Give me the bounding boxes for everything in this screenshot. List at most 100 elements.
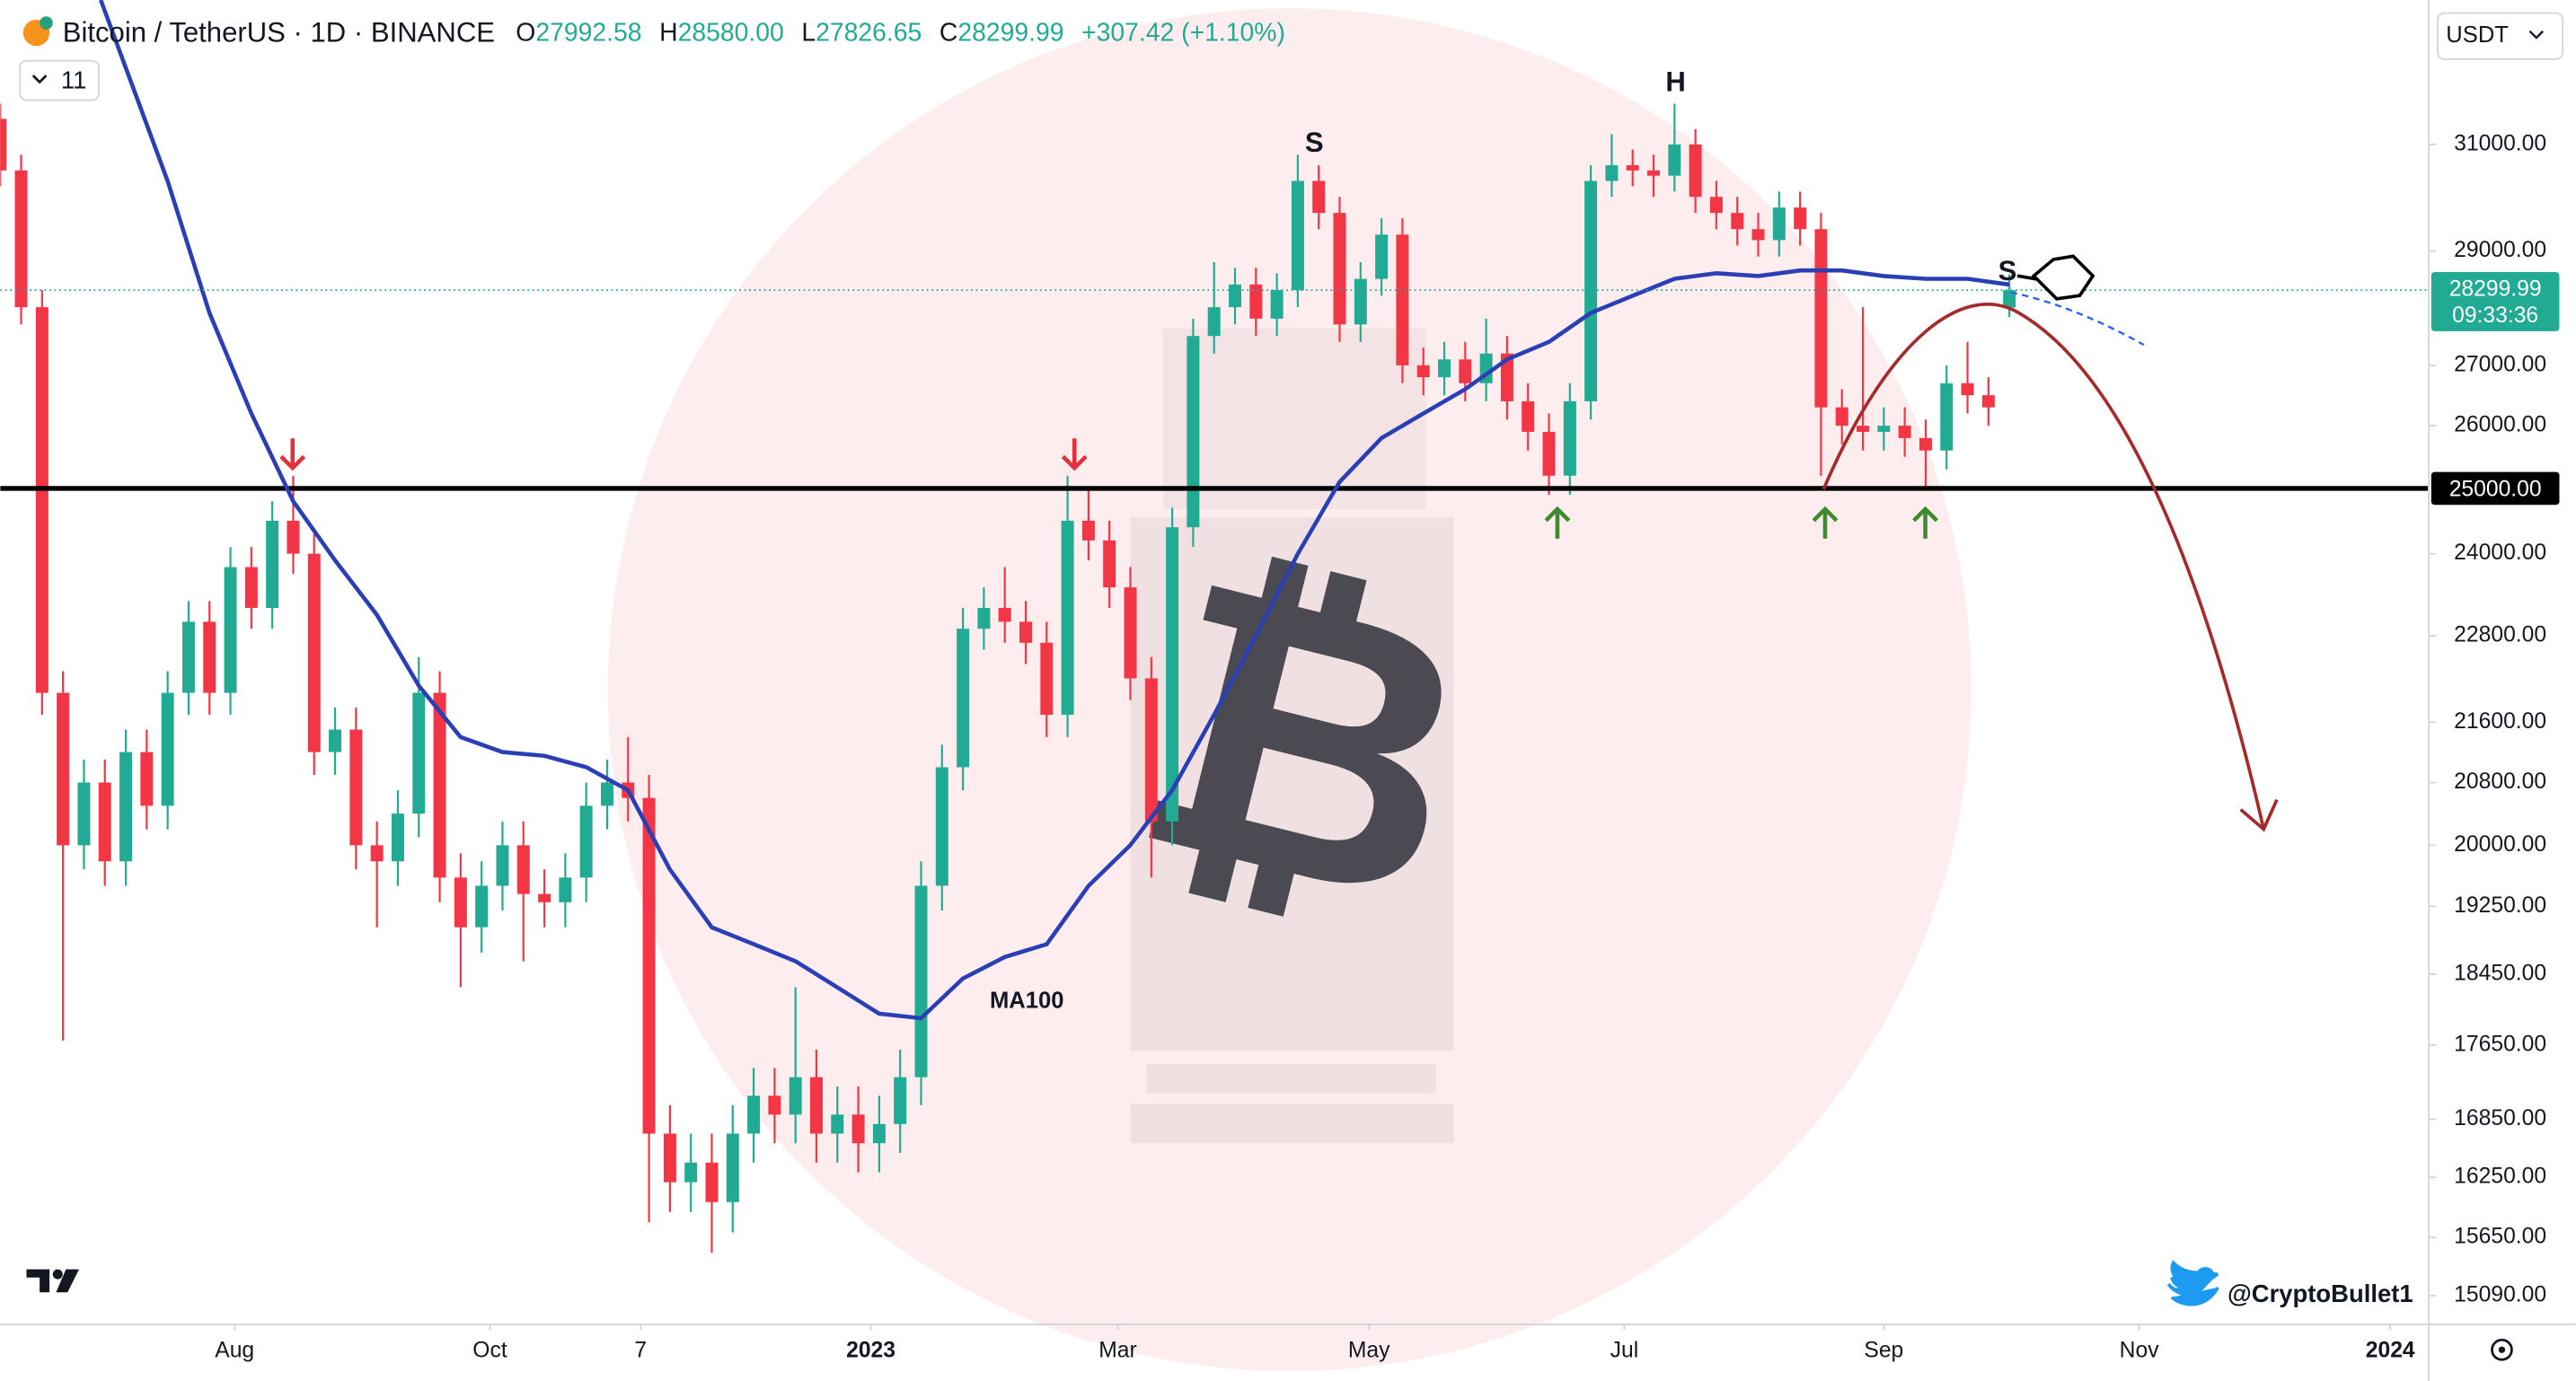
candle-body [1709, 197, 1723, 214]
y-tick-label: 16850.00 [2454, 1106, 2546, 1130]
open-key: O [516, 19, 535, 48]
candle-body [391, 814, 404, 862]
candle-body [1626, 164, 1639, 171]
candle-body [1312, 180, 1326, 214]
last-price-box [2430, 272, 2560, 331]
candle-body [998, 608, 1011, 622]
currency-button[interactable]: USDT [2437, 12, 2564, 60]
candle-body [1751, 229, 1765, 241]
y-tick-label: 22800.00 [2454, 623, 2546, 647]
candle-body [809, 1077, 823, 1134]
candle-body [1354, 278, 1367, 325]
candle-body [705, 1162, 719, 1202]
countdown-label: 09:33:36 [2452, 303, 2538, 328]
candle-body [1124, 587, 1137, 679]
candle-body [1857, 426, 1870, 432]
up-arrow [1812, 506, 1839, 539]
projected-ma [2010, 291, 2145, 347]
candle-body [1647, 170, 1661, 176]
level-label: 25000.00 [2449, 477, 2542, 501]
candle-body [1438, 359, 1451, 378]
close-key: C [940, 19, 957, 48]
change-value: +307.42 (+1.10%) [1081, 19, 1285, 48]
projected-arc [1822, 303, 2266, 830]
y-tick-label: 27000.00 [2454, 352, 2546, 376]
candle-body [161, 692, 174, 806]
candle-body [496, 845, 509, 886]
candle-body [412, 692, 426, 814]
candle-body [1668, 144, 1681, 176]
candle-body [1019, 621, 1032, 643]
y-tick-label: 15650.00 [2454, 1225, 2546, 1249]
candle-body [1144, 678, 1158, 822]
candle-body [1061, 520, 1074, 716]
candle-body [831, 1114, 844, 1134]
ma-label: MA100 [990, 988, 1064, 1013]
pattern-label: H [1665, 66, 1685, 97]
candle-body [203, 621, 216, 693]
y-tick-label: 15090.00 [2454, 1283, 2546, 1307]
candle-body [1835, 407, 1848, 427]
candle-body [768, 1095, 781, 1115]
plot-area [0, 0, 2429, 1253]
candle-body [914, 885, 928, 1078]
high-value: 28580.00 [678, 19, 784, 48]
candle-body [98, 782, 111, 862]
candle-body [559, 877, 572, 902]
candle-body [57, 692, 70, 846]
candle-body [1605, 164, 1619, 181]
pointer-hand [2016, 254, 2095, 301]
candle-body [684, 1162, 698, 1183]
down-arrow [279, 438, 306, 471]
candle-body [1731, 213, 1744, 230]
tradingview-logo [26, 1269, 80, 1293]
candle-body [1794, 207, 1807, 230]
candle-body [1333, 213, 1346, 325]
candle-body [789, 1077, 802, 1115]
candle-body [1584, 180, 1598, 401]
candle-body [181, 621, 195, 693]
x-tick-label: Nov [2120, 1339, 2160, 1363]
down-arrow [1061, 438, 1088, 471]
candle-body [1940, 383, 1954, 451]
candle-body [538, 893, 551, 902]
candle-body [957, 629, 970, 768]
candle-body [894, 1077, 907, 1124]
candle-body [851, 1114, 865, 1144]
candle-body [287, 520, 300, 554]
low-key: L [801, 19, 816, 48]
candle-body [1040, 642, 1054, 716]
y-tick-label: 20800.00 [2454, 770, 2546, 794]
candle-body [726, 1133, 739, 1202]
low-value: 27826.65 [816, 19, 922, 48]
close-value: 28299.99 [957, 19, 1063, 48]
candle-body [1542, 431, 1556, 476]
candle-body [1563, 400, 1576, 476]
candle-body [454, 877, 467, 928]
currency: USDT [2446, 22, 2509, 48]
x-tick-label: Oct [472, 1339, 507, 1363]
candle-body [1291, 180, 1304, 291]
high-key: H [659, 19, 677, 48]
candle-body [14, 170, 28, 308]
candle-body [475, 885, 489, 928]
level-label-box [2430, 471, 2560, 506]
candle-body [1772, 207, 1786, 241]
projected-arrowhead [2239, 798, 2279, 832]
candle-body [516, 845, 530, 894]
candle-body [1249, 284, 1263, 319]
candle-body [140, 752, 154, 806]
y-tick-label: 16250.00 [2454, 1165, 2546, 1189]
candle-body [1396, 234, 1409, 365]
candle-body [119, 752, 133, 862]
ma-line [99, 0, 2010, 1021]
candle-body [1961, 383, 1974, 396]
candle-body [747, 1095, 761, 1134]
pattern-label: S [1305, 127, 1324, 158]
indicators-toggle[interactable]: 11 [19, 59, 100, 101]
chart-settings[interactable] [2491, 1338, 2513, 1361]
candle-body [663, 1133, 676, 1183]
y-tick-label: 29000.00 [2454, 238, 2546, 262]
candle-body [1166, 527, 1179, 822]
